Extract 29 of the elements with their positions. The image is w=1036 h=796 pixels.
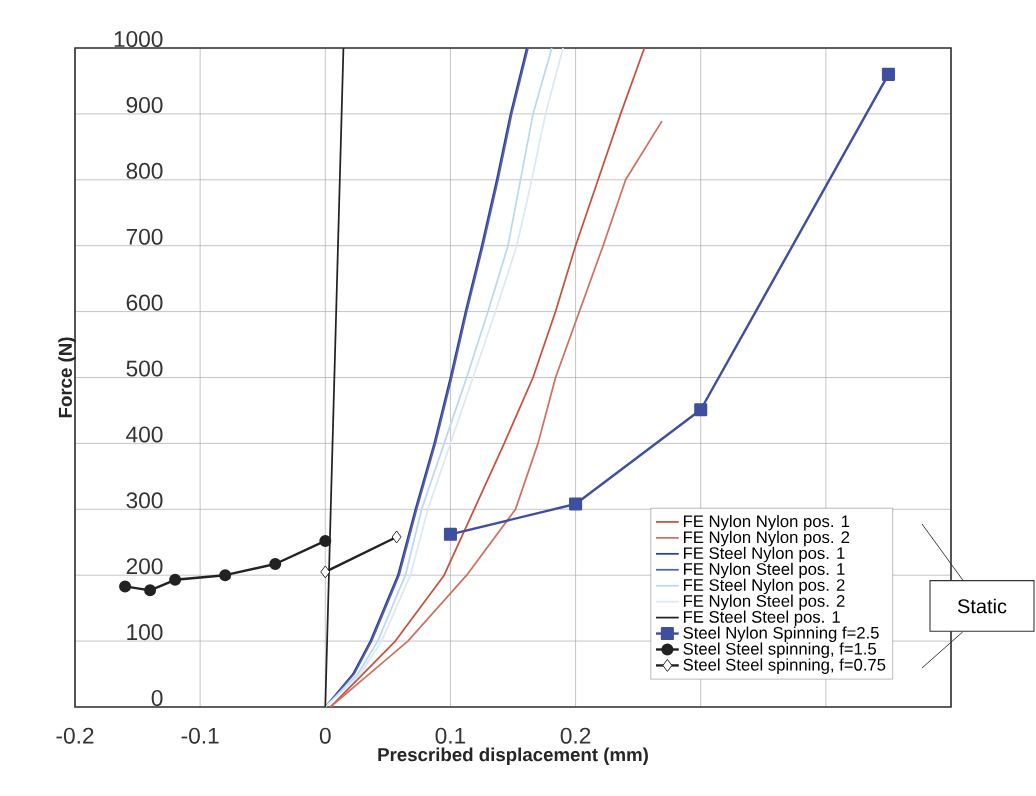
legend-label: FE Nylon Steel pos. 2	[683, 594, 845, 611]
legend-label: FE Nylon Steel pos. 1	[683, 562, 845, 579]
legend-label: FE Nylon Nylon pos. 1	[683, 514, 850, 531]
y-tick-label: 800	[126, 162, 163, 179]
y-tick-label: 500	[126, 360, 163, 377]
x-tick-label: 0	[319, 727, 331, 744]
legend-label: Steel Steel spinning, f=0.75	[683, 658, 886, 674]
y-axis-title: Force (N)	[58, 337, 76, 418]
y-tick-label: 1000	[114, 31, 163, 48]
y-tick-label: 600	[126, 294, 163, 311]
x-tick-label: 0.1	[435, 727, 466, 744]
legend-label: FE Steel Steel pos. 1	[683, 610, 840, 627]
legend-label: FE Nylon Nylon pos. 2	[683, 530, 850, 547]
legend-label: Steel Nylon Spinning f=2.5	[683, 626, 879, 643]
y-tick-label: 0	[151, 690, 163, 707]
legend-label: FE Steel Nylon pos. 1	[683, 546, 845, 563]
x-tick-label: -0.2	[56, 727, 94, 744]
legend-label: FE Steel Nylon pos. 2	[683, 578, 845, 595]
text: Static	[957, 598, 1007, 614]
y-tick-label: 200	[126, 558, 163, 575]
y-tick-label: 900	[126, 96, 163, 113]
x-tick-label: -0.1	[181, 727, 219, 744]
y-tick-label: 400	[126, 426, 163, 443]
x-tick-label: 0.2	[560, 727, 591, 744]
x-axis-title: Prescribed displacement (mm)	[378, 747, 648, 765]
y-tick-label: 700	[126, 228, 163, 245]
legend-label: Steel Steel spinning, f=1.5	[683, 642, 877, 658]
y-tick-label: 300	[126, 492, 163, 509]
y-tick-label: 100	[127, 624, 163, 641]
